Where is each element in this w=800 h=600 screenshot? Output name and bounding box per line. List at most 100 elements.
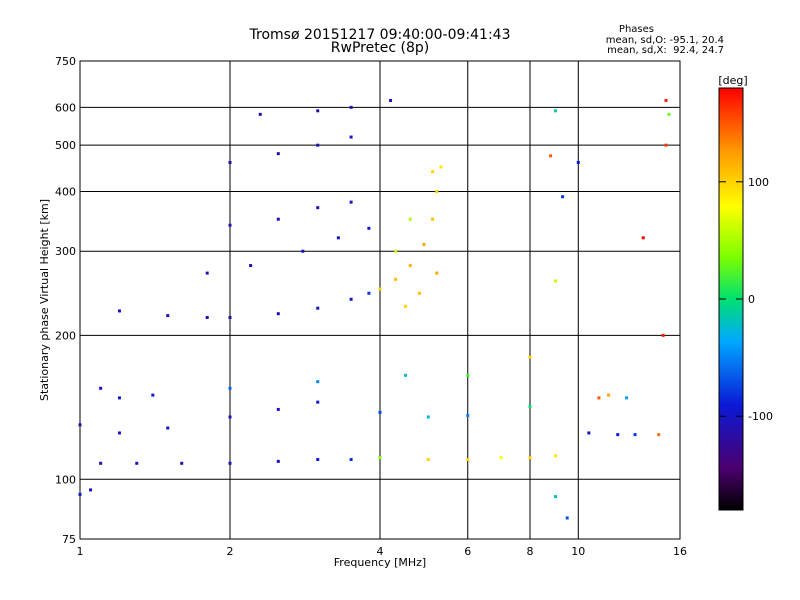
data-point: [258, 112, 262, 116]
data-point: [426, 415, 430, 419]
data-point: [316, 380, 320, 384]
y-tick-label: 200: [55, 329, 76, 342]
data-point: [228, 315, 232, 319]
x-axis-label: Frequency [MHz]: [334, 556, 426, 569]
data-point: [389, 99, 393, 103]
data-point: [249, 264, 253, 268]
data-point: [426, 457, 430, 461]
data-point: [625, 396, 629, 400]
data-point: [228, 160, 232, 164]
x-tick-label: 2: [227, 545, 234, 558]
data-point: [435, 271, 439, 275]
y-axis-ticks: 75 100 200 300 400 500 600 750: [55, 55, 76, 546]
phases-heading: Phases: [618, 24, 654, 35]
data-point: [316, 143, 320, 147]
data-point: [664, 143, 668, 147]
y-tick-label: 400: [55, 185, 76, 198]
data-point: [349, 297, 353, 301]
data-point: [553, 454, 557, 458]
data-point: [528, 355, 532, 359]
data-point: [528, 404, 532, 408]
scatter-points: [78, 99, 671, 520]
x-axis-ticks: 1 2 4 6 8 10 16: [77, 545, 688, 558]
data-point: [394, 277, 398, 281]
data-point: [166, 314, 170, 318]
phases-x-stats: mean, sd,X: 92.4, 24.7: [607, 45, 724, 56]
data-point: [607, 393, 611, 397]
y-tick-label: 600: [55, 101, 76, 114]
data-point: [664, 99, 668, 103]
data-point: [565, 516, 569, 520]
data-point: [117, 431, 121, 435]
data-point: [99, 461, 103, 465]
data-point: [597, 396, 601, 400]
x-tick-label: 6: [464, 545, 471, 558]
data-point: [394, 249, 398, 253]
data-point: [403, 373, 407, 377]
data-point: [228, 415, 232, 419]
grid-lines: [80, 61, 680, 539]
data-point: [549, 154, 553, 158]
data-point: [316, 306, 320, 310]
y-tick-label: 750: [55, 55, 76, 68]
y-tick-label: 300: [55, 245, 76, 258]
data-point: [205, 315, 209, 319]
data-point: [439, 165, 443, 169]
data-point: [587, 431, 591, 435]
data-point: [528, 456, 532, 460]
x-tick-label: 10: [571, 545, 585, 558]
data-point: [553, 495, 557, 499]
data-point: [417, 291, 421, 295]
x-tick-label: 4: [377, 545, 384, 558]
data-point: [616, 433, 620, 437]
data-point: [316, 206, 320, 210]
data-point: [276, 407, 280, 411]
colorbar-tick-label: -100: [748, 410, 773, 423]
data-point: [205, 271, 209, 275]
x-tick-label: 8: [527, 545, 534, 558]
data-point: [499, 456, 503, 460]
plot-frame: [79, 60, 681, 540]
data-point: [408, 217, 412, 221]
data-point: [336, 236, 340, 240]
data-point: [228, 386, 232, 390]
data-point: [657, 433, 661, 437]
x-tick-label: 16: [673, 545, 687, 558]
data-point: [431, 217, 435, 221]
chart-subtitle: RwPretec (8p): [330, 40, 430, 56]
data-point: [349, 105, 353, 109]
data-point: [466, 457, 470, 461]
data-point: [403, 304, 407, 308]
data-point: [180, 461, 184, 465]
data-point: [316, 400, 320, 404]
data-point: [349, 200, 353, 204]
data-point: [553, 279, 557, 283]
data-point: [117, 309, 121, 313]
data-point: [367, 291, 371, 295]
data-point: [276, 459, 280, 463]
data-point: [553, 109, 557, 113]
data-point: [378, 287, 382, 291]
data-point: [316, 109, 320, 113]
y-axis-label: Stationary phase Virtual Height [km]: [38, 199, 51, 401]
colorbar-tick-label: 100: [748, 176, 769, 189]
data-point: [276, 312, 280, 316]
data-point: [408, 264, 412, 268]
data-point: [276, 217, 280, 221]
data-point: [633, 433, 637, 437]
data-point: [367, 226, 371, 230]
data-point: [378, 410, 382, 414]
y-tick-label: 500: [55, 139, 76, 152]
data-point: [661, 333, 665, 337]
data-point: [576, 160, 580, 164]
colorbar-ticks: 100 0 -100: [719, 176, 773, 423]
data-point: [349, 135, 353, 139]
data-point: [276, 152, 280, 156]
data-point: [89, 488, 93, 492]
colorbar-unit-label: [deg]: [718, 74, 747, 87]
chart-title: Tromsø 20151217 09:40:00-09:41:43: [249, 27, 511, 43]
data-point: [78, 423, 82, 427]
data-point: [641, 236, 645, 240]
data-point: [228, 223, 232, 227]
